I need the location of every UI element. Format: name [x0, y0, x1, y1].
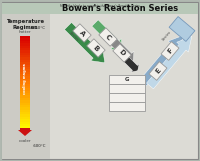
Bar: [20, 102, 30, 105]
Bar: [20, 93, 30, 95]
Bar: [20, 67, 30, 69]
Bar: [20, 128, 30, 131]
Bar: [20, 88, 30, 91]
FancyBboxPatch shape: [2, 2, 198, 159]
Bar: [109, 93, 145, 101]
Text: B: B: [92, 44, 100, 52]
Text: Fill in the blanks to complete the Bowen’s Reaction Series.: Fill in the blanks to complete the Bowen…: [60, 4, 140, 8]
Text: Series: Series: [162, 30, 172, 42]
Text: cooling magma: cooling magma: [23, 63, 27, 94]
Text: C: C: [104, 33, 112, 41]
Bar: [20, 47, 30, 50]
Bar: [20, 126, 30, 129]
Bar: [20, 52, 30, 55]
Bar: [20, 81, 30, 84]
Bar: [20, 64, 30, 67]
Text: -1250°C: -1250°C: [30, 26, 46, 30]
Text: cooler: cooler: [19, 139, 31, 143]
Text: D: D: [118, 49, 126, 57]
Bar: [20, 40, 30, 43]
Polygon shape: [149, 62, 167, 80]
FancyArrow shape: [147, 36, 192, 89]
Bar: [20, 76, 30, 79]
Bar: [20, 74, 30, 76]
Bar: [20, 97, 30, 100]
Bar: [20, 69, 30, 72]
Polygon shape: [161, 42, 179, 60]
Bar: [20, 90, 30, 93]
Text: Series: Series: [68, 31, 80, 43]
Bar: [20, 116, 30, 119]
Text: hotter: hotter: [19, 30, 31, 34]
Text: E: E: [154, 67, 162, 75]
Text: Bowen's Reaction Series: Bowen's Reaction Series: [62, 4, 178, 13]
FancyBboxPatch shape: [2, 14, 50, 159]
FancyArrow shape: [140, 36, 183, 86]
FancyArrow shape: [123, 56, 139, 72]
Bar: [20, 38, 30, 41]
Bar: [20, 100, 30, 103]
Polygon shape: [87, 39, 105, 57]
Bar: [20, 105, 30, 107]
Bar: [20, 57, 30, 60]
Polygon shape: [73, 24, 91, 42]
Bar: [20, 45, 30, 48]
Text: G: G: [125, 76, 129, 81]
Bar: [20, 55, 30, 57]
Bar: [109, 84, 145, 93]
Bar: [20, 114, 30, 117]
Polygon shape: [169, 17, 195, 41]
Text: Temperature
Regimes: Temperature Regimes: [6, 19, 44, 30]
Bar: [20, 121, 30, 124]
Bar: [20, 95, 30, 98]
Bar: [20, 107, 30, 110]
FancyArrow shape: [92, 20, 122, 50]
Bar: [20, 50, 30, 53]
Bar: [20, 59, 30, 62]
Text: F: F: [166, 47, 174, 55]
Bar: [20, 36, 30, 38]
Text: A: A: [78, 29, 86, 37]
Bar: [20, 119, 30, 122]
Bar: [20, 78, 30, 81]
Text: -600°C: -600°C: [32, 144, 46, 148]
Bar: [109, 101, 145, 110]
FancyBboxPatch shape: [2, 3, 198, 14]
Bar: [20, 83, 30, 86]
FancyArrow shape: [64, 23, 105, 63]
Polygon shape: [99, 28, 117, 46]
Bar: [20, 43, 30, 46]
Bar: [20, 86, 30, 88]
Bar: [20, 124, 30, 126]
Bar: [20, 62, 30, 65]
Bar: [109, 75, 145, 84]
FancyArrow shape: [109, 37, 134, 62]
Bar: [20, 109, 30, 112]
Polygon shape: [113, 44, 131, 62]
Bar: [20, 112, 30, 114]
FancyArrow shape: [18, 128, 32, 136]
Bar: [20, 71, 30, 74]
